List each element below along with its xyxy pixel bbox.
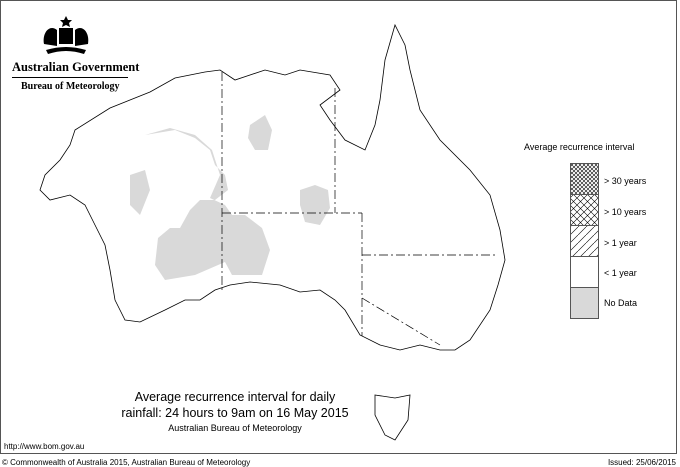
agency-name: Bureau of Meteorology <box>21 81 120 92</box>
legend-swatch-30-years <box>570 163 599 195</box>
legend-swatch-lt-1-year <box>570 256 599 288</box>
map-title-line2: rainfall: 24 hours to 9am on 16 May 2015 <box>121 406 349 420</box>
nodata-region-nt-south <box>300 185 330 225</box>
nodata-regions <box>130 115 330 280</box>
nodata-region-wa-west <box>130 170 150 215</box>
legend-title: Average recurrence interval <box>524 142 635 152</box>
state-borders <box>221 72 495 346</box>
government-name: Australian Government <box>12 60 140 74</box>
legend-label: < 1 year <box>604 268 637 278</box>
map-title-line1: Average recurrence interval for daily <box>134 390 336 404</box>
legend-label: > 30 years <box>604 176 647 186</box>
map-subtitle: Australian Bureau of Meteorology <box>168 423 302 433</box>
legend-swatch-10-years <box>570 194 599 226</box>
legend-swatches <box>570 163 599 319</box>
copyright: © Commonwealth of Australia 2015, Austra… <box>2 458 251 467</box>
legend-label: > 10 years <box>604 207 647 217</box>
divider <box>12 77 128 78</box>
legend-swatch-1-year <box>570 225 599 257</box>
tasmania-outline <box>374 394 411 441</box>
map-frame <box>0 0 677 454</box>
issued-date: Issued: 25/06/2015 <box>607 458 676 467</box>
mainland-outline <box>39 23 506 351</box>
legend-swatch-no-data <box>570 287 599 319</box>
nodata-region-wa <box>145 128 270 280</box>
legend-label: No Data <box>604 298 638 308</box>
legend-label: > 1 year <box>604 238 637 248</box>
nodata-region-nt <box>248 115 272 150</box>
website-link[interactable]: http://www.bom.gov.au <box>4 442 85 451</box>
coat-of-arms-logo <box>43 16 89 54</box>
